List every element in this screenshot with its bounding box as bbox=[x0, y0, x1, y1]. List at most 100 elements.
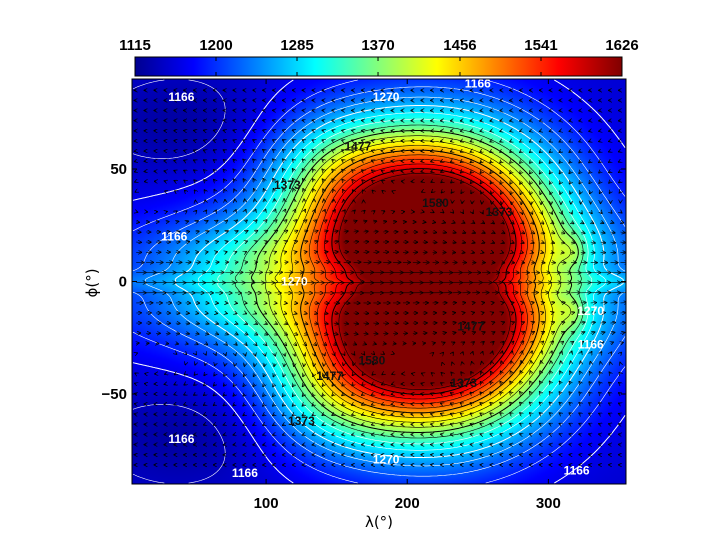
wind-arrow bbox=[569, 171, 571, 173]
wind-arrow bbox=[265, 231, 268, 233]
contour-label: 1270 bbox=[373, 90, 400, 104]
wind-arrow bbox=[245, 333, 248, 335]
wind-arrow bbox=[314, 313, 318, 314]
wind-arrow bbox=[570, 192, 571, 195]
wind-arrow bbox=[569, 161, 571, 163]
contour-label: 1477 bbox=[316, 369, 343, 383]
wind-arrow bbox=[353, 242, 359, 243]
wind-arrow bbox=[491, 192, 492, 195]
wind-arrow bbox=[590, 242, 596, 243]
wind-arrow bbox=[225, 343, 227, 345]
contour-label: 1166 bbox=[161, 230, 187, 244]
wind-arrow bbox=[433, 343, 436, 344]
wind-arrow bbox=[561, 312, 564, 313]
wind-arrow bbox=[620, 323, 625, 324]
wind-arrow bbox=[550, 181, 552, 184]
wind-arrow bbox=[462, 332, 465, 333]
wind-arrow bbox=[581, 212, 582, 214]
wind-arrow bbox=[204, 180, 206, 182]
wind-arrow bbox=[569, 151, 571, 152]
wind-arrow bbox=[323, 252, 328, 253]
x-tick-label: 100 bbox=[254, 495, 279, 512]
wind-arrow bbox=[372, 180, 374, 181]
wind-arrow bbox=[243, 130, 245, 131]
wind-arrow bbox=[480, 171, 482, 173]
wind-arrow bbox=[382, 181, 384, 182]
wind-arrow bbox=[470, 171, 472, 173]
wind-arrow bbox=[185, 231, 190, 232]
wind-arrow bbox=[600, 313, 606, 314]
wind-arrow bbox=[273, 179, 275, 182]
wind-arrow bbox=[205, 242, 208, 243]
wind-arrow bbox=[184, 160, 186, 161]
wind-arrow bbox=[550, 192, 551, 195]
wind-arrow bbox=[472, 252, 474, 253]
wind-arrow bbox=[381, 161, 383, 162]
wind-arrow bbox=[304, 231, 308, 233]
wind-arrow bbox=[184, 170, 186, 171]
wind-arrow bbox=[176, 211, 177, 212]
wind-arrow bbox=[302, 130, 304, 131]
contour-label: 1166 bbox=[578, 338, 604, 352]
wind-arrow bbox=[304, 209, 305, 212]
wind-arrow bbox=[333, 313, 338, 314]
wind-arrow bbox=[551, 312, 554, 313]
wind-arrow bbox=[215, 231, 218, 232]
wind-arrow bbox=[275, 343, 277, 345]
wind-arrow bbox=[312, 159, 314, 161]
wind-arrow bbox=[599, 141, 601, 142]
wind-arrow bbox=[549, 141, 551, 142]
wind-arrow bbox=[215, 220, 218, 222]
wind-arrow bbox=[215, 313, 217, 314]
wind-arrow bbox=[620, 242, 625, 243]
contour-label: 1166 bbox=[168, 432, 194, 446]
wind-arrow bbox=[245, 252, 247, 253]
wind-arrow bbox=[213, 140, 215, 141]
wind-arrow bbox=[601, 222, 604, 223]
wind-arrow bbox=[551, 302, 555, 303]
wind-arrow bbox=[284, 252, 286, 253]
wind-arrow bbox=[214, 179, 216, 181]
wind-arrow bbox=[314, 209, 315, 211]
wind-arrow bbox=[541, 332, 544, 334]
wind-arrow bbox=[589, 131, 591, 132]
wind-arrow bbox=[323, 189, 324, 192]
contour-label: 1373 bbox=[486, 205, 513, 219]
wind-arrow bbox=[314, 343, 317, 345]
wind-arrow bbox=[342, 140, 344, 141]
wind-arrow bbox=[255, 333, 258, 335]
wind-arrow bbox=[599, 171, 601, 173]
wind-arrow bbox=[490, 151, 492, 152]
wind-arrow bbox=[255, 313, 257, 314]
wind-arrow bbox=[312, 150, 314, 151]
colorbar-tick-label: 1285 bbox=[280, 37, 313, 54]
wind-arrow bbox=[500, 151, 502, 152]
wind-arrow bbox=[213, 150, 215, 151]
wind-arrow bbox=[353, 323, 359, 324]
wind-arrow bbox=[522, 212, 523, 215]
wind-arrow bbox=[293, 179, 295, 182]
wind-arrow bbox=[223, 169, 225, 171]
wind-arrow bbox=[294, 241, 297, 242]
wind-arrow bbox=[541, 212, 542, 215]
wind-arrow bbox=[531, 222, 534, 224]
wind-arrow bbox=[480, 181, 482, 183]
wind-arrow bbox=[294, 343, 296, 345]
wind-arrow bbox=[323, 333, 328, 334]
wind-arrow bbox=[460, 141, 462, 142]
wind-arrow bbox=[312, 179, 314, 182]
wind-arrow bbox=[302, 169, 304, 172]
wind-arrow bbox=[443, 222, 446, 223]
wind-arrow bbox=[204, 190, 205, 192]
wind-arrow bbox=[502, 322, 505, 323]
wind-arrow bbox=[571, 332, 575, 334]
wind-arrow bbox=[512, 252, 514, 253]
wind-arrow bbox=[502, 222, 504, 224]
wind-arrow bbox=[304, 252, 307, 253]
x-tick-label: 300 bbox=[536, 495, 561, 512]
wind-arrow bbox=[283, 179, 285, 182]
wind-arrow bbox=[391, 171, 393, 172]
wind-arrow bbox=[500, 141, 502, 142]
wind-arrow bbox=[522, 242, 525, 243]
wind-arrow bbox=[225, 333, 228, 334]
